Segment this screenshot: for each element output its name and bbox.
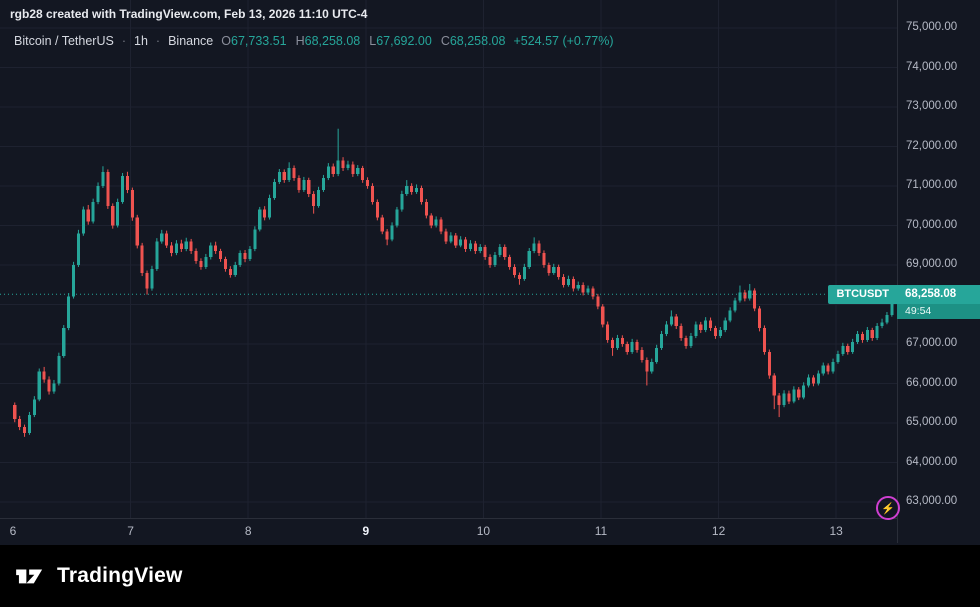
boost-button[interactable]: ⚡: [876, 496, 900, 520]
tradingview-logo-icon[interactable]: [14, 563, 48, 589]
time-tick-label: 10: [476, 524, 491, 538]
open-value: 67,733.51: [231, 34, 287, 48]
time-scale[interactable]: 6 7 8 9 10 11 12 13: [0, 518, 897, 544]
high-label: H: [295, 34, 305, 48]
price-scale[interactable]: 75,000.00 74,000.00 73,000.00 72,000.00 71,0…: [897, 0, 980, 543]
time-tick-label: 6: [9, 524, 17, 538]
legend-separator: ·: [155, 34, 161, 48]
tradingview-wordmark[interactable]: TradingView: [57, 564, 183, 587]
price-tick-label: 74,000.00: [906, 60, 958, 73]
price-tick-label: 72,000.00: [906, 139, 958, 152]
price-tick-label: 73,000.00: [906, 100, 958, 112]
time-tick-label: 9: [362, 524, 370, 538]
low-label: L: [369, 34, 377, 48]
price-tick-label: 66,000.00: [906, 376, 958, 389]
price-tick-label: 69,000.00: [906, 258, 958, 270]
price-tick-label: 63,000.00: [906, 495, 958, 507]
candlestick-chart[interactable]: [0, 0, 897, 518]
footer-bar: TradingView: [0, 545, 980, 607]
watermark-note: rgb28 created with TradingView.com, Feb …: [10, 7, 368, 21]
legend: Bitcoin / TetherUS · 1h · Binance O67,73…: [14, 34, 614, 48]
close-value: 68,258.08: [449, 34, 506, 48]
ohlc-values: O67,733.51 H68,258.08 L67,692.00 C68,258…: [221, 34, 505, 48]
symbol-title[interactable]: Bitcoin / TetherUS: [14, 34, 114, 48]
price-tick-label: 67,000.00: [906, 337, 958, 349]
interval-label[interactable]: 1h: [134, 34, 148, 48]
price-tag-symbol: BTCUSDT: [828, 284, 897, 304]
price-tick-label: 71,000.00: [906, 179, 958, 191]
time-tick-label: 7: [127, 524, 134, 538]
price-tick-label: 75,000.00: [906, 21, 958, 33]
time-tick-label: 11: [594, 524, 608, 538]
time-tick-label: 12: [711, 524, 726, 538]
time-tick-label: 8: [244, 524, 252, 538]
low-value: 67,692.00: [376, 34, 432, 48]
close-label: C: [440, 34, 450, 48]
open-label: O: [221, 34, 231, 48]
high-value: 68,258.08: [304, 34, 361, 48]
lightning-icon: ⚡: [881, 502, 895, 515]
price-tick-label: 64,000.00: [906, 455, 958, 468]
price-tag-countdown: 49:54: [897, 303, 980, 319]
legend-separator: ·: [121, 34, 126, 48]
time-tick-label: 13: [829, 524, 843, 538]
price-tick-label: 65,000.00: [906, 416, 958, 428]
change-value: +524.57 (+0.77%): [513, 34, 614, 48]
current-price-tag[interactable]: BTCUSDT 68,258.08 49:54: [828, 284, 980, 319]
price-tick-label: 70,000.00: [906, 218, 958, 231]
price-tag-value: 68,258.08: [897, 284, 980, 304]
exchange-label: Binance: [168, 34, 214, 48]
